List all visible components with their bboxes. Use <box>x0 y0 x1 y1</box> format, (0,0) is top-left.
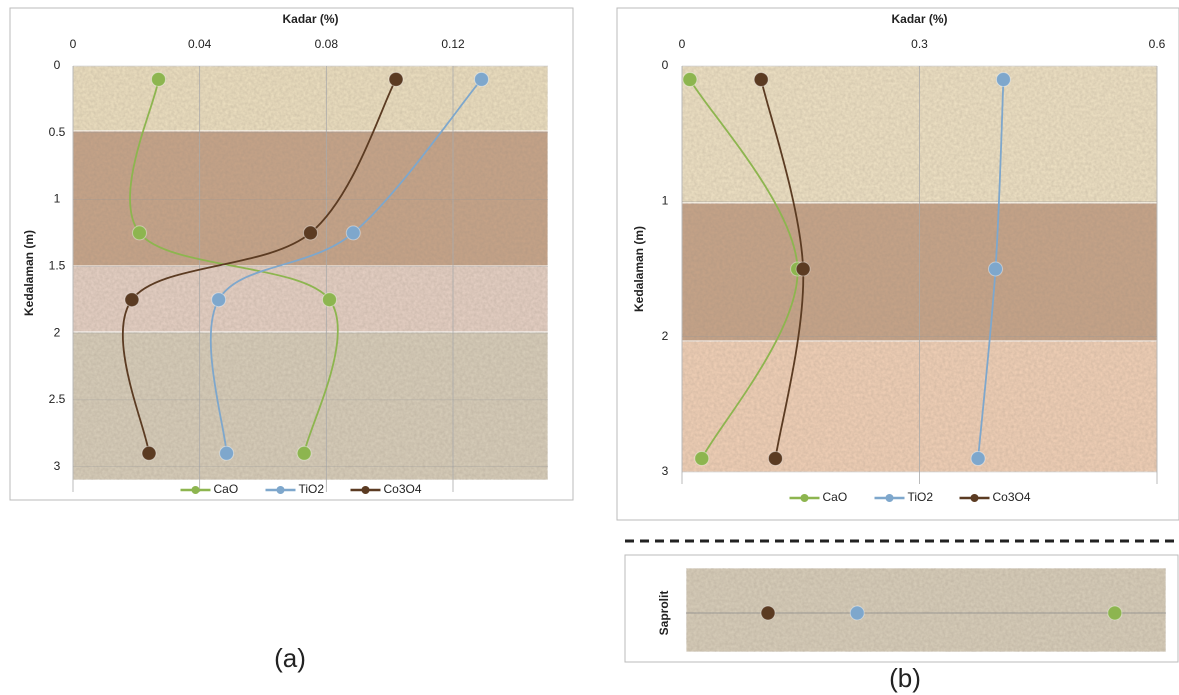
data-point <box>133 226 147 240</box>
y-axis-label: Kedalaman (m) <box>22 230 36 316</box>
x-tick-label: 0.6 <box>1149 37 1166 51</box>
legend-label: CaO <box>214 482 239 496</box>
y-tick-label: 2 <box>54 325 61 339</box>
data-point <box>989 262 1003 276</box>
data-point <box>389 72 403 86</box>
y-tick-label: 3 <box>662 464 669 478</box>
legend-label: Co3O4 <box>384 482 422 496</box>
layer-texture <box>73 131 548 266</box>
legend-marker <box>277 486 285 494</box>
legend-marker <box>971 494 979 502</box>
y-axis-label: Saprolit <box>657 591 671 636</box>
x-tick-label: 0.04 <box>188 37 212 51</box>
data-point <box>796 262 810 276</box>
data-point <box>850 606 864 620</box>
data-point <box>220 446 234 460</box>
data-point <box>761 606 775 620</box>
legend-label: CaO <box>823 490 848 504</box>
y-tick-label: 1.5 <box>49 258 66 272</box>
data-point <box>125 293 139 307</box>
x-tick-label: 0 <box>679 37 686 51</box>
legend-label: Co3O4 <box>993 490 1031 504</box>
subfigure-label: (a) <box>274 643 306 673</box>
data-point <box>754 73 768 87</box>
x-tick-label: 0 <box>70 37 77 51</box>
layer-texture <box>73 266 548 332</box>
data-point <box>768 451 782 465</box>
data-point <box>475 72 489 86</box>
x-tick-label: 0.12 <box>441 37 465 51</box>
data-point <box>152 72 166 86</box>
data-point <box>1108 606 1122 620</box>
legend-label: TiO2 <box>908 490 934 504</box>
data-point <box>323 293 337 307</box>
y-tick-label: 0 <box>662 58 669 72</box>
data-point <box>346 226 360 240</box>
legend-marker <box>801 494 809 502</box>
legend-marker <box>192 486 200 494</box>
y-tick-label: 3 <box>54 459 61 473</box>
y-tick-label: 1 <box>54 192 61 206</box>
data-point <box>304 226 318 240</box>
data-point <box>695 451 709 465</box>
y-axis-label: Kedalaman (m) <box>632 226 646 312</box>
y-tick-label: 0 <box>54 58 61 72</box>
data-point <box>212 293 226 307</box>
y-tick-label: 0.5 <box>49 125 66 139</box>
legend-marker <box>362 486 370 494</box>
chart-title: Kadar (%) <box>891 12 947 26</box>
figure: Kadar (%) Kedalaman (m) 0 0.04 0.08 0.12 0 0.5 1… <box>0 0 1179 695</box>
chart-title: Kadar (%) <box>282 12 338 26</box>
legend-label: TiO2 <box>299 482 325 496</box>
y-tick-label: 2 <box>662 329 669 343</box>
data-point <box>971 451 985 465</box>
data-point <box>996 73 1010 87</box>
data-point <box>142 446 156 460</box>
data-point <box>297 446 311 460</box>
layer-texture <box>686 568 1166 652</box>
y-tick-label: 1 <box>662 194 669 208</box>
legend-marker <box>886 494 894 502</box>
x-tick-label: 0.08 <box>315 37 339 51</box>
y-tick-label: 2.5 <box>49 392 66 406</box>
data-point <box>683 73 697 87</box>
subfigure-label: (b) <box>889 663 921 693</box>
x-tick-label: 0.3 <box>911 37 928 51</box>
